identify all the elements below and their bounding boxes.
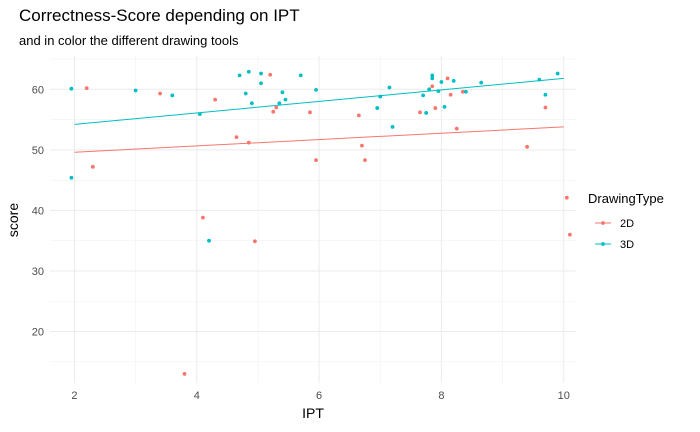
legend-title: DrawingType	[588, 191, 664, 206]
y-tick-label: 30	[32, 266, 44, 278]
chart-title: Correctness-Score depending on IPT	[19, 6, 300, 25]
point-2d	[90, 164, 95, 169]
point-3d	[464, 89, 468, 94]
point-2d	[252, 239, 257, 244]
x-tick-label: 2	[71, 390, 77, 402]
legend-key-point	[601, 242, 605, 246]
point-3d	[543, 92, 548, 97]
x-tick-labels: 2 4 6 8 10	[71, 390, 569, 402]
major-gridlines	[50, 56, 576, 383]
legend: DrawingType 2D 3D	[588, 191, 664, 251]
y-tick-label: 60	[32, 84, 44, 96]
trend-line-2d	[74, 126, 564, 153]
legend-key-2d	[595, 221, 611, 225]
point-3d	[451, 78, 456, 83]
point-3d	[237, 73, 242, 78]
legend-label-3d: 3D	[620, 239, 634, 251]
data-points	[69, 69, 572, 376]
point-2d	[314, 158, 318, 163]
point-2d	[448, 92, 453, 97]
legend-key-3d	[595, 242, 611, 246]
y-axis-title: score	[5, 203, 21, 237]
point-3d	[246, 69, 251, 74]
x-tick-label: 8	[438, 390, 444, 402]
point-3d	[375, 106, 380, 110]
point-2d	[430, 84, 435, 89]
point-3d	[314, 88, 318, 92]
point-3d	[283, 97, 288, 102]
point-3d	[280, 90, 285, 95]
point-3d	[427, 87, 432, 92]
point-3d	[249, 101, 254, 106]
point-3d	[390, 124, 395, 129]
point-2d	[418, 110, 422, 115]
point-3d	[69, 86, 74, 91]
point-3d	[298, 73, 303, 78]
point-3d	[537, 77, 542, 82]
point-3d	[243, 91, 248, 96]
point-3d	[378, 94, 383, 99]
point-3d	[436, 89, 441, 94]
point-2d	[567, 232, 572, 237]
point-3d	[479, 80, 484, 85]
point-2d	[445, 76, 450, 81]
trend-lines	[74, 77, 564, 153]
point-3d	[259, 71, 263, 76]
point-2d	[454, 126, 459, 131]
y-tick-labels: 20 30 40 50 60	[32, 84, 44, 338]
point-3d	[430, 76, 435, 81]
point-3d	[424, 111, 429, 115]
minor-gridlines	[50, 56, 576, 383]
point-2d	[525, 144, 529, 149]
point-3d	[207, 238, 211, 243]
point-3d	[439, 80, 444, 84]
chart-subtitle: and in color the different drawing tools	[19, 33, 239, 48]
x-axis-title: IPT	[302, 405, 324, 421]
x-tick-label: 6	[316, 390, 322, 402]
legend-key-point	[601, 221, 605, 225]
point-2d	[356, 113, 361, 118]
x-tick-label: 10	[558, 390, 570, 402]
y-tick-label: 40	[32, 205, 44, 217]
point-2d	[182, 372, 187, 376]
point-2d	[158, 91, 162, 96]
point-2d	[271, 109, 276, 114]
point-3d	[430, 73, 435, 78]
point-2d	[564, 195, 569, 200]
point-2d	[84, 86, 89, 90]
y-tick-label: 20	[32, 327, 44, 339]
point-3d	[387, 85, 392, 90]
point-3d	[259, 81, 263, 86]
point-3d	[442, 104, 447, 109]
trend-line-3d	[74, 77, 564, 125]
point-2d	[360, 143, 364, 148]
point-3d	[69, 175, 74, 180]
point-2d	[433, 106, 438, 110]
point-3d	[421, 93, 425, 98]
point-3d	[555, 71, 560, 76]
point-2d	[201, 215, 205, 220]
y-tick-label: 50	[32, 145, 44, 157]
point-2d	[268, 72, 273, 77]
point-2d	[274, 105, 279, 110]
point-3d	[197, 112, 202, 117]
point-2d	[543, 105, 548, 110]
point-3d	[170, 93, 175, 98]
point-2d	[234, 135, 239, 140]
point-2d	[363, 158, 367, 163]
plot-panel	[50, 56, 576, 383]
point-3d	[133, 88, 138, 93]
x-tick-label: 4	[194, 390, 200, 402]
legend-label-2d: 2D	[620, 218, 634, 230]
point-2d	[308, 110, 312, 115]
point-2d	[246, 140, 251, 145]
point-2d	[213, 97, 218, 102]
point-2d	[460, 89, 465, 94]
point-3d	[277, 101, 282, 106]
